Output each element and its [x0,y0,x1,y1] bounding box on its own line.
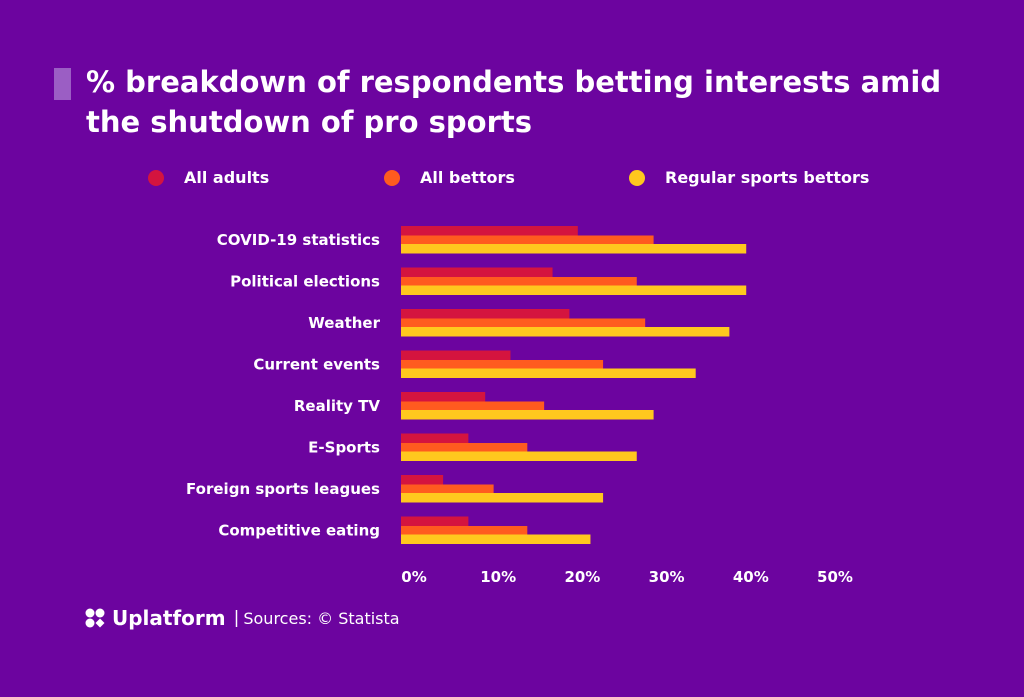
x-tick-label: 40% [733,568,769,586]
category-label: Current events [253,356,380,374]
bar-regular-sports-bettors [401,451,637,461]
bar-all-adults [401,350,511,360]
uplatform-logo-icon [85,608,105,628]
footer: Uplatform | Sources: © Statista [84,606,400,630]
category-label: Weather [308,314,380,332]
bar-regular-sports-bettors [401,493,604,503]
legend: All adults All bettors Regular sports be… [0,168,1024,196]
legend-item-all-adults: All adults [148,168,269,187]
bar-all-adults [401,433,469,443]
bar-regular-sports-bettors [401,327,730,337]
category-label: Competitive eating [218,522,380,540]
bar-group: Competitive eating [218,516,591,544]
x-tick-label: 50% [817,568,853,586]
legend-item-regular-sports-bettors: Regular sports bettors [629,168,869,187]
bar-group: COVID-19 statistics [217,226,747,254]
bar-all-bettors [401,277,637,287]
bar-regular-sports-bettors [401,534,591,544]
bar-all-adults [401,516,469,526]
x-tick-label: 30% [649,568,685,586]
category-label: COVID-19 statistics [217,231,380,249]
bar-all-adults [401,267,553,277]
footer-separator: | [233,608,240,628]
legend-dot-icon [148,169,164,186]
bar-regular-sports-bettors [401,410,654,420]
bar-group: Political elections [230,267,747,295]
bar-all-bettors [401,443,528,453]
x-tick-label: 10% [480,568,516,586]
bar-regular-sports-bettors [401,285,747,295]
legend-label: All bettors [420,168,515,187]
bar-group: Foreign sports leagues [186,475,604,503]
bar-group: Current events [253,350,696,378]
chart-title: % breakdown of respondents betting inter… [86,65,942,139]
bar-group: Weather [308,309,730,337]
title-marker [54,68,71,100]
bar-all-bettors [401,526,528,536]
bar-all-adults [401,309,570,319]
source-text: Sources: © Statista [243,608,400,628]
legend-dot-icon [629,169,645,186]
bar-all-adults [401,226,578,236]
legend-item-all-bettors: All bettors [384,168,515,187]
bar-all-bettors [401,318,646,328]
category-label: Foreign sports leagues [186,480,380,498]
bar-all-bettors [401,484,494,494]
category-label: E-Sports [308,439,380,457]
x-tick-label: 20% [564,568,600,586]
bar-all-adults [401,392,486,402]
legend-label: Regular sports bettors [665,168,870,187]
bar-regular-sports-bettors [401,244,747,254]
brand-name: Uplatform [112,606,226,630]
bar-all-adults [401,475,444,485]
bar-group: Reality TV [294,392,654,420]
legend-label: All adults [184,168,270,187]
bar-all-bettors [401,401,545,411]
bar-all-bettors [401,360,604,370]
bar-all-bettors [401,235,654,245]
bar-regular-sports-bettors [401,368,696,378]
bar-group: E-Sports [308,433,637,461]
x-tick-label: 0% [401,568,426,586]
category-label: Political elections [230,273,380,291]
legend-dot-icon [384,169,400,186]
category-label: Reality TV [294,397,381,415]
